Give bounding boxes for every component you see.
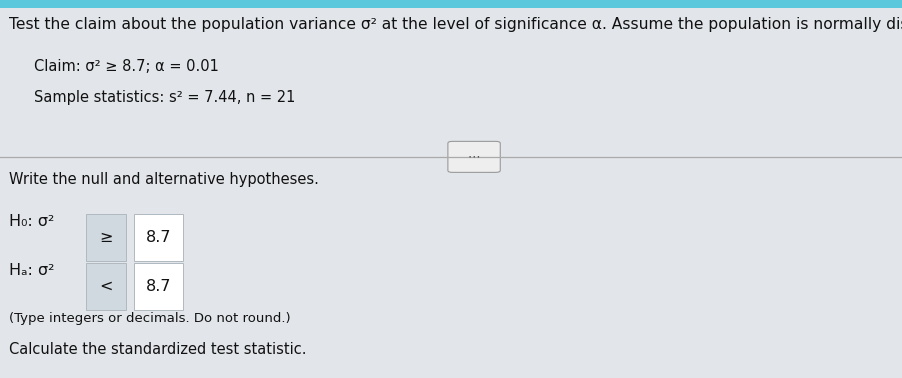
Text: Write the null and alternative hypotheses.: Write the null and alternative hypothese… xyxy=(9,172,318,187)
Text: Claim: σ² ≥ 8.7; α = 0.01: Claim: σ² ≥ 8.7; α = 0.01 xyxy=(34,59,219,74)
Text: Calculate the standardized test statistic.: Calculate the standardized test statisti… xyxy=(9,342,306,357)
Text: H₀: σ²: H₀: σ² xyxy=(9,214,54,229)
Text: Sample statistics: s² = 7.44, n = 21: Sample statistics: s² = 7.44, n = 21 xyxy=(34,90,295,105)
Text: Hₐ: σ²: Hₐ: σ² xyxy=(9,263,54,278)
Bar xyxy=(86,263,126,310)
Text: (Type integers or decimals. Do not round.): (Type integers or decimals. Do not round… xyxy=(9,312,290,325)
Text: Test the claim about the population variance σ² at the level of significance α. : Test the claim about the population vari… xyxy=(9,17,902,32)
Text: ≥: ≥ xyxy=(99,230,113,245)
Bar xyxy=(86,214,126,261)
Bar xyxy=(133,263,183,310)
Bar xyxy=(0,0,902,8)
FancyBboxPatch shape xyxy=(447,141,500,172)
Text: ⋯: ⋯ xyxy=(467,150,480,163)
Text: 8.7: 8.7 xyxy=(145,230,171,245)
Text: <: < xyxy=(99,279,113,294)
Bar xyxy=(133,214,183,261)
Text: 8.7: 8.7 xyxy=(145,279,171,294)
